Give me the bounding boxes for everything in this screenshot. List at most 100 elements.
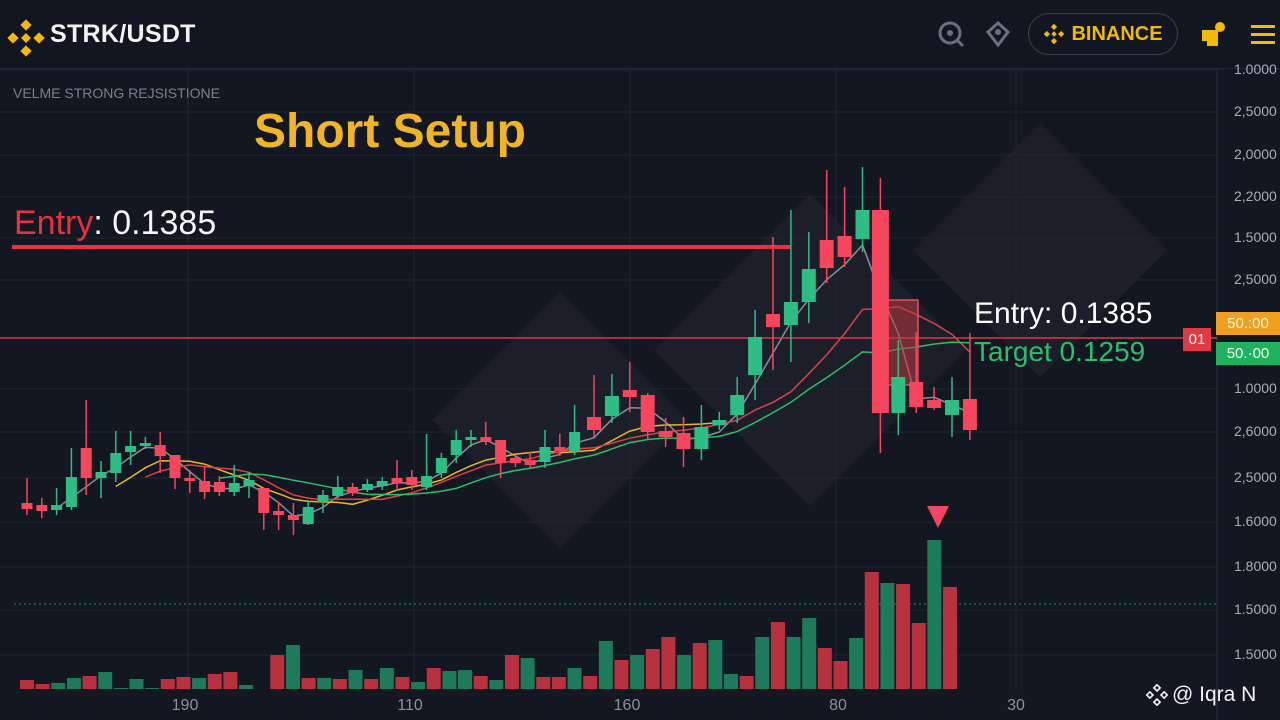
candle-body — [569, 432, 581, 452]
candle-body — [783, 302, 798, 325]
candle-bullish — [65, 448, 77, 510]
volume-bar — [176, 677, 191, 689]
candle-body — [622, 390, 637, 397]
volume-bar — [927, 540, 942, 689]
candle-body — [962, 399, 977, 430]
volume-bar — [598, 641, 613, 689]
candle-bullish — [539, 430, 551, 468]
binance-watermark — [432, 122, 1168, 548]
volume-bar — [20, 680, 34, 689]
pen-icon[interactable] — [984, 20, 1012, 48]
candle-body — [184, 478, 196, 481]
pair-title: STRK/USDT — [50, 20, 196, 48]
volume-bar — [551, 677, 566, 689]
candle-bullish — [95, 461, 107, 498]
candle-bullish — [945, 377, 959, 437]
candle-bullish — [110, 431, 122, 482]
candle-bearish — [962, 333, 977, 440]
volume-bar — [880, 583, 895, 689]
candle-bullish — [801, 232, 816, 323]
volume-bar — [708, 640, 723, 689]
candle-body — [658, 431, 673, 437]
menu-icon[interactable] — [1249, 20, 1277, 48]
volume-bar — [817, 648, 832, 689]
volume-bar — [473, 676, 488, 689]
candle-bearish — [273, 502, 285, 530]
candle-bearish — [258, 488, 270, 530]
volume-bar — [489, 680, 504, 689]
candle-body — [480, 437, 492, 442]
candle-bullish — [450, 430, 462, 463]
volume-bar — [51, 683, 66, 689]
y-tick-label: 2,0000 — [1234, 146, 1277, 162]
gift-icon[interactable] — [1198, 20, 1226, 48]
volume-bar — [943, 587, 957, 689]
candle-bearish — [871, 178, 889, 453]
candle-bullish — [783, 210, 798, 362]
volume-bar — [223, 672, 238, 689]
candle-body — [891, 377, 906, 413]
volume-bar — [458, 670, 473, 689]
volume-bar — [35, 684, 50, 689]
candle-body — [837, 236, 852, 257]
x-tick-label: 80 — [829, 697, 847, 714]
candle-bearish — [554, 434, 566, 456]
volume-bar — [504, 655, 519, 689]
candle-body — [465, 437, 477, 440]
volume-bar — [770, 622, 785, 689]
candle-bearish — [21, 478, 33, 515]
candle-bullish — [891, 340, 906, 435]
candle-body — [332, 487, 344, 496]
moving-average-line — [56, 243, 971, 517]
x-tick-label: 110 — [397, 697, 423, 714]
x-tick-label: 160 — [613, 697, 641, 714]
candle-body — [587, 417, 601, 430]
candle-bearish — [199, 466, 211, 499]
binance-button[interactable]: BINANCE — [1028, 13, 1178, 55]
line-badge: 01 — [1183, 328, 1211, 351]
volume-bar — [583, 676, 598, 689]
candle-body — [391, 478, 403, 483]
y-tick-label: 2,6000 — [1234, 423, 1277, 439]
x-tick-label: 30 — [1007, 697, 1025, 714]
volume-bar — [207, 674, 222, 689]
search-icon[interactable] — [937, 20, 965, 48]
candle-bearish — [524, 452, 536, 468]
sell-signal-arrow-icon — [927, 506, 949, 528]
candle-bullish — [243, 472, 255, 498]
volume-bar — [113, 688, 128, 689]
volume-bar — [411, 682, 426, 689]
candle-bullish — [332, 476, 344, 498]
candle-body — [421, 476, 433, 487]
candle-body — [509, 458, 521, 463]
candle-body — [51, 505, 63, 510]
volume-bar — [129, 679, 144, 689]
volume-bar — [755, 637, 770, 689]
volume-bar — [896, 584, 911, 689]
volume-bar — [348, 670, 363, 689]
y-tick-label: 1.5000 — [1234, 229, 1277, 245]
volume-bar — [270, 655, 285, 689]
y-tick-label: 2,5000 — [1234, 469, 1277, 485]
candle-body — [748, 337, 763, 375]
candle-body — [909, 382, 924, 407]
candle-body — [819, 240, 834, 268]
binance-logo-icon — [1044, 23, 1065, 45]
y-tick-label: 2,5000 — [1234, 271, 1277, 287]
candle-body — [604, 396, 619, 416]
candle-bullish — [302, 500, 314, 525]
candle-body — [801, 269, 816, 302]
entry-label-left: Entry: 0.1385 — [14, 204, 217, 242]
y-tick-label: 1.5000 — [1234, 646, 1277, 662]
volume-bar — [536, 677, 551, 689]
candle-bearish — [819, 170, 834, 283]
candle-body — [199, 481, 211, 492]
volume-bar — [82, 676, 97, 689]
volume-bar — [786, 637, 801, 689]
price-badge-green: 50.·00 — [1216, 342, 1280, 365]
volume-bar — [849, 638, 864, 689]
candle-bullish — [730, 377, 745, 423]
candle-body — [36, 505, 48, 511]
candle-body — [376, 481, 388, 486]
